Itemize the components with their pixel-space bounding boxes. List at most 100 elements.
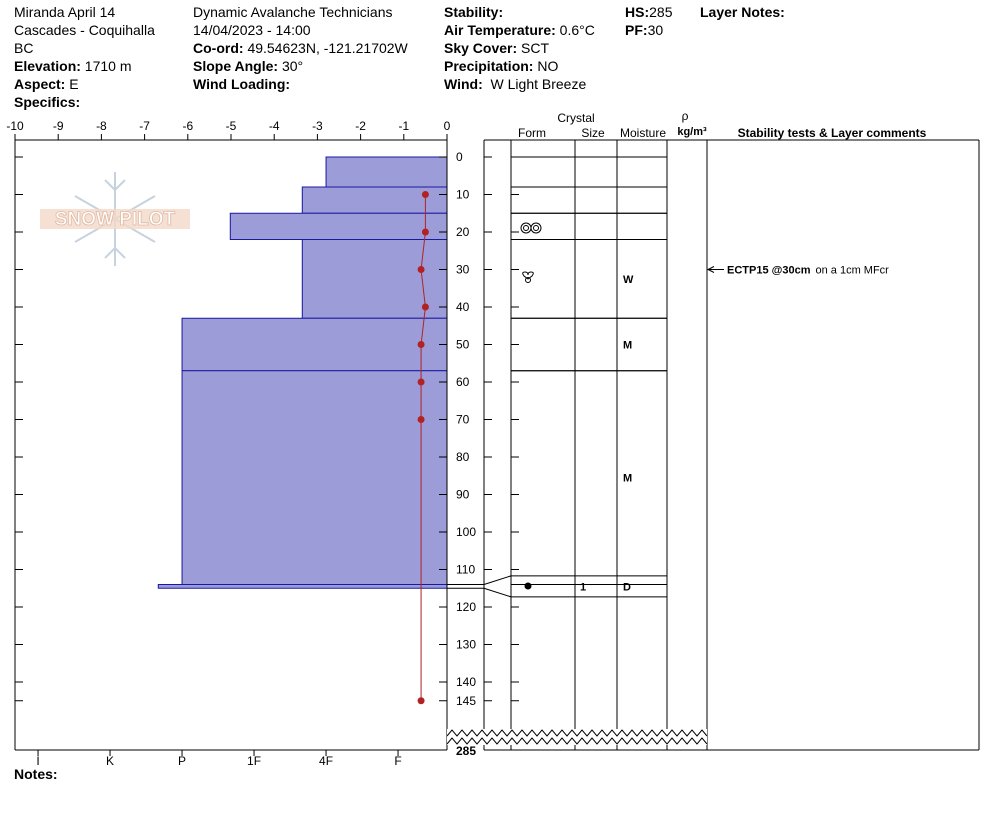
y-tick-label: 20 [456,225,470,239]
total-depth-label: 285 [456,744,476,758]
y-tick-label: 40 [456,300,470,314]
temperature-point [421,228,429,236]
y-tick-label: 145 [456,694,476,708]
hardness-tick-label: 1F [247,754,261,768]
label: Aspect: [14,76,66,92]
column-header: Form [518,126,546,140]
value: SCT [521,40,550,56]
value: 0.6°C [559,22,595,38]
y-tick-label: 0 [456,150,463,164]
stability-arrowhead [706,266,715,273]
y-tick-label: 80 [456,450,470,464]
y-tick-label: 30 [456,263,470,277]
temperature-line [420,194,426,701]
y-tick-label: 110 [456,563,475,577]
coord: Co-ord: 49.54623N, -121.21702W [193,39,408,57]
label: HS: [625,4,650,20]
stability-test: ECTP15 @30cm on a 1cm MFcr [727,265,889,277]
watermark-text: SNOW PILOT [55,209,176,230]
y-tick-label: 70 [456,413,470,427]
hardness-tick-label: 4F [319,754,333,768]
x-tick-label: -4 [269,119,280,133]
value: 1710 m [84,58,132,74]
label: Air Temperature: [444,22,556,38]
test: ECTP15 @30cm [727,265,811,277]
moisture: D [623,581,631,593]
pf: PF:30 [625,21,672,39]
datetime: 14/04/2023 - 14:00 [193,22,311,38]
layer-connector [483,587,512,598]
hardness-tick-label: K [106,754,114,768]
label: Precipitation: [444,58,534,74]
slope-angle: Slope Angle: 30° [193,57,408,75]
value: 30° [281,58,304,74]
axis-break [446,737,708,745]
x-tick-label: -6 [182,119,193,133]
y-tick-label: 50 [456,338,470,352]
temperature-point [417,416,425,423]
column-header: Crystal [557,111,594,125]
value: 49.54623N, -121.21702W [247,40,408,56]
layer-notes: Layer Notes: [700,4,785,20]
label: Co-ord: [193,40,244,56]
value: E [69,76,79,92]
temperature-point [417,341,425,348]
column-header: kg/m³ [677,126,707,138]
hardness-bar [229,212,448,240]
label: Stability: [444,4,504,20]
value: 285 [649,4,673,20]
moisture: M [623,473,632,485]
label: Elevation: [14,58,81,74]
axis-break-bg [447,729,707,745]
hardness-tick-label: I [36,754,39,768]
header-col-4: HS:285 PF:30 [625,3,672,39]
y-tick-label: 130 [456,638,476,652]
comment: on a 1cm MFcr [816,265,890,277]
label: Wind: [444,76,483,92]
x-tick-label: -10 [6,119,24,133]
temperature-point [417,697,425,705]
region: BC [14,40,34,56]
air-temperature: Air Temperature: 0.6°C [444,21,595,39]
hardness-bar [325,156,448,188]
aspect: Aspect: E [14,75,155,93]
column-header: ρ [682,109,689,123]
wind: Wind: W Light Breeze [444,75,595,93]
value: 30 [647,22,664,38]
header-col-1: Miranda April 14 Cascades - Coquihalla B… [14,3,155,111]
stability: Stability: [444,3,595,21]
x-tick-label: -9 [53,119,64,133]
grain-size: 1 [580,581,586,593]
temperature-point [421,191,429,198]
hardness-bar [181,370,448,585]
range: Cascades - Coquihalla [14,22,155,38]
hardness-bar [301,186,448,214]
x-tick-label: -7 [139,119,150,133]
header-col-3: Stability: Air Temperature: 0.6°C Sky Co… [444,3,595,93]
temperature-point [417,378,425,386]
temperature-point [421,303,429,311]
operation: Dynamic Avalanche Technicians [193,4,393,20]
x-tick-label: -2 [355,119,366,133]
sky-cover: Sky Cover: SCT [444,39,595,57]
label: Slope Angle: [193,58,279,74]
label: Specifics: [14,94,81,110]
location: Miranda April 14 [14,4,116,20]
x-tick-label: -1 [398,119,409,133]
column-header: Moisture [620,126,666,140]
label: PF: [625,22,648,38]
column-header: Size [581,126,605,140]
x-tick-label: -5 [226,119,237,133]
y-tick-label: 140 [456,675,476,689]
value: NO [537,58,559,74]
moisture: W [623,274,634,286]
header-col-2: Dynamic Avalanche Technicians 14/04/2023… [193,3,408,93]
hardness-bar [181,317,448,372]
y-tick-label: 100 [456,525,476,539]
hs: HS:285 [625,3,672,21]
y-tick-label: 120 [456,600,476,614]
layer-connector [483,575,512,585]
y-tick-label: 60 [456,375,470,389]
